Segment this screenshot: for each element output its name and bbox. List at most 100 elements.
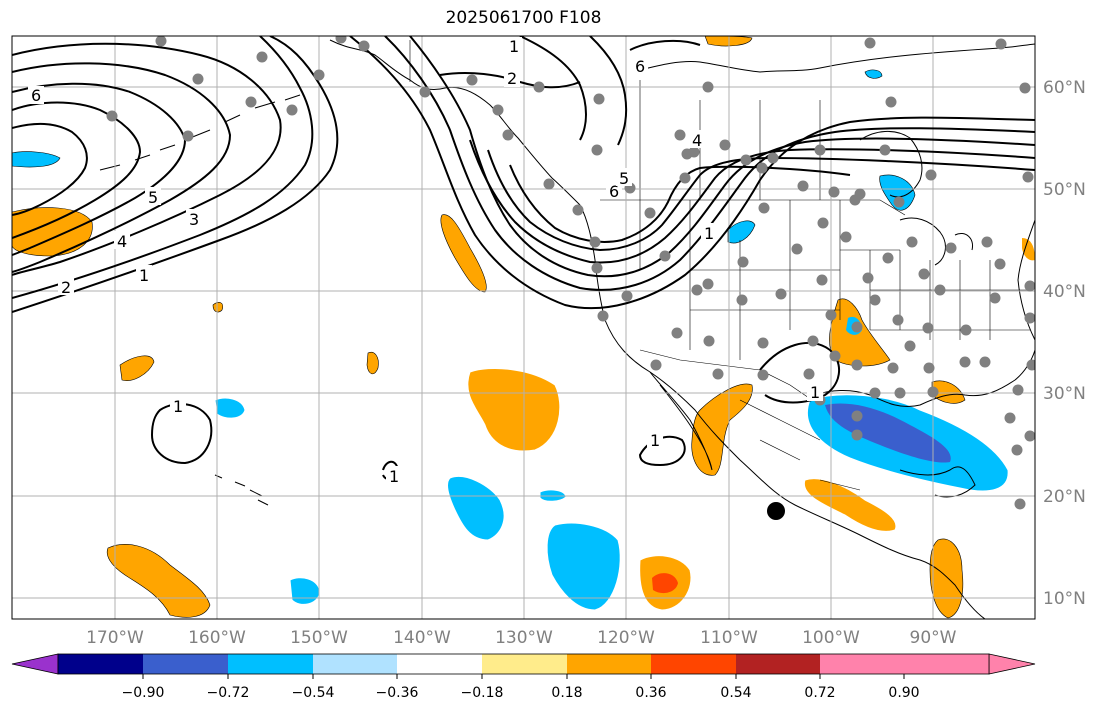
colorbar-segment: [736, 654, 820, 674]
contour-trough-3: [409, 36, 1035, 278]
lat-label: 50°N: [1043, 180, 1086, 200]
contour-ridge-b: [12, 36, 314, 299]
blue-region-pacific-2: [546, 522, 621, 611]
baja-peninsula: [649, 371, 713, 471]
contour-label: 6: [635, 57, 645, 76]
lat-label: 40°N: [1043, 282, 1086, 302]
contour-label: 1: [173, 397, 183, 416]
contour-label: 3: [189, 210, 199, 229]
blue-region-west: [12, 151, 61, 168]
lon-label: 110°W: [700, 628, 758, 648]
storm-marker: [767, 502, 785, 520]
lon-label: 170°W: [86, 628, 144, 648]
orange-region-gulf-east: [931, 380, 966, 404]
contour-label: 1: [704, 224, 714, 243]
map-frame: [11, 35, 1036, 620]
contour-label: 1: [650, 431, 660, 450]
contour-label: 5: [148, 188, 158, 207]
colorbar-ticks: [142, 674, 905, 679]
orange-region-small-1: [119, 355, 155, 381]
colorbar-tick-label: −0.36: [376, 685, 419, 701]
graticule: [12, 36, 1035, 619]
gulf-coast: [814, 349, 1035, 408]
colorbar-segment: [313, 654, 397, 674]
colorbar-segment: [482, 654, 567, 674]
colorbar-frame: [57, 653, 990, 675]
orange-region-small-2: [366, 351, 379, 375]
orange-region-east-coast: [1022, 238, 1035, 261]
contour-label: 1: [389, 467, 399, 486]
lat-label: 30°N: [1043, 384, 1086, 404]
contour-west-4: [12, 101, 142, 239]
contour-north-3: [629, 39, 701, 51]
colorbar-segment: [567, 654, 651, 674]
colorbar-tick-label: −0.72: [207, 685, 250, 701]
contour-north-1: [519, 36, 587, 141]
colorbar-segment: [820, 654, 904, 674]
hawaii-islands: [214, 474, 269, 506]
contour-label: 1: [810, 383, 820, 402]
colorbar-tick-label: 0.36: [635, 685, 666, 701]
us-mexico-border: [639, 349, 813, 401]
colorbar-tick-label: −0.90: [122, 685, 165, 701]
lon-label: 150°W: [290, 628, 348, 648]
contour-closed-hawaii: [150, 403, 213, 465]
contour-label: 2: [507, 69, 517, 88]
contour-trough-1: [349, 36, 1035, 310]
colorbar-extend-left: [11, 653, 59, 675]
longitude-labels: 170°W 160°W 150°W 140°W 130°W 120°W 110°…: [86, 628, 957, 648]
contour-trough-2: [384, 36, 1035, 291]
colorbar-tick-label: 0.72: [804, 685, 835, 701]
contour-west-5: [12, 122, 88, 216]
contour-label: 6: [31, 86, 41, 105]
mexico-states: [739, 399, 861, 491]
contour-trough-6: [509, 164, 851, 243]
lat-label: 60°N: [1043, 78, 1086, 98]
lon-label: 160°W: [188, 628, 246, 648]
lon-label: 100°W: [802, 628, 860, 648]
colorbar-tick-label: −0.18: [461, 685, 504, 701]
blue-region-rockies: [727, 220, 756, 244]
latitude-labels: 60°N 50°N 40°N 30°N 20°N 10°N: [1043, 78, 1086, 609]
blue-region-hawaii: [214, 397, 246, 419]
canada-provinces: [639, 80, 821, 200]
contour-west-2: [12, 62, 232, 273]
orange-region-hawaii-sw: [106, 544, 211, 618]
lon-label: 90°W: [910, 628, 957, 648]
state-lines: [639, 200, 1030, 360]
contour-label: 4: [117, 232, 127, 251]
colorbar-extend-right: [988, 653, 1036, 675]
orange-region-pacific-1: [440, 214, 487, 293]
orange-region-mexico: [803, 478, 897, 532]
blue-region-pacific-1: [447, 476, 505, 541]
lat-label: 20°N: [1043, 487, 1086, 507]
hudson-bay: [859, 131, 923, 198]
contour-label: 4: [692, 131, 702, 150]
contour-west-3: [12, 82, 187, 256]
orange-region-pacific-2: [467, 368, 561, 452]
colorbar-segment: [228, 654, 313, 674]
lon-label: 120°W: [597, 628, 655, 648]
alaska-coast: [329, 39, 581, 206]
great-lakes: [899, 217, 974, 266]
contour-value-labels: 6 2 1 5 3 4 1 2 1 6 4 5 6 1 1 1 1: [28, 37, 823, 486]
colorbar-segment: [58, 654, 143, 674]
contour-label: 1: [509, 37, 519, 56]
blue-region-canada: [879, 174, 916, 211]
lat-label: 10°N: [1043, 589, 1086, 609]
aleutians: [99, 94, 301, 171]
orange-region-baja: [691, 383, 753, 476]
colorbar-segment: [904, 654, 989, 674]
blue-region-hudson: [864, 69, 883, 79]
red-region-pacific: [652, 573, 678, 594]
contour-label: 2: [61, 278, 71, 297]
contour-texas: [759, 341, 840, 404]
lon-label: 130°W: [495, 628, 553, 648]
colorbar-tick-label: 0.90: [888, 685, 919, 701]
colorbar-segment: [651, 654, 736, 674]
station-dots: [106, 36, 1035, 510]
colorbar-segment: [397, 654, 482, 674]
colorbar-tick-label: −0.54: [292, 685, 335, 701]
colorbar-tick-label: 0.18: [551, 685, 582, 701]
